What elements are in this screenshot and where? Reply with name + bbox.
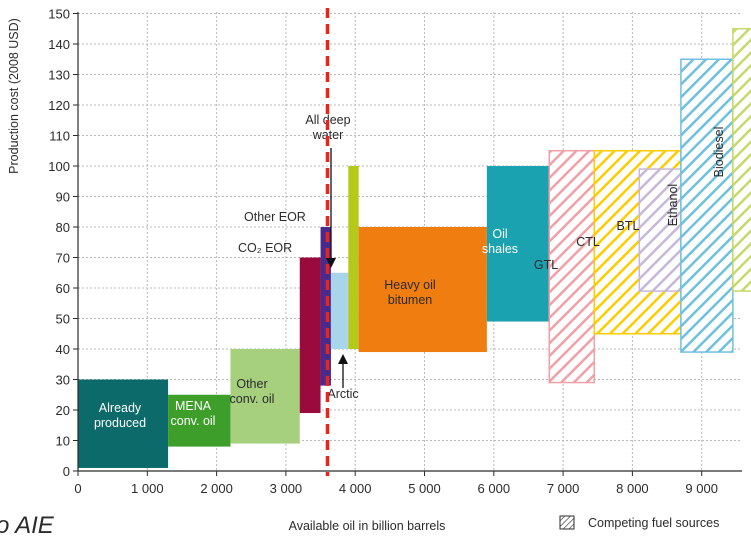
bar-btl <box>638 168 682 292</box>
label-mena: conv. oil <box>171 414 216 428</box>
y-tick-label: 130 <box>48 68 70 83</box>
label-already: Already <box>99 401 142 415</box>
y-tick-label: 50 <box>56 312 70 327</box>
label-heavy-oil: bitumen <box>388 293 433 307</box>
label-already: produced <box>94 416 146 430</box>
arctic-arrowhead <box>338 354 348 364</box>
label-arctic: Arctic <box>327 387 358 401</box>
label-other-eor: Other EOR <box>244 210 306 224</box>
label-btl: BTL <box>617 219 640 233</box>
x-tick-label: 2 000 <box>200 481 233 496</box>
axes: 0 10 20 30 40 50 60 70 80 90 100 110 120 130 140 150 0 1 … <box>48 7 742 496</box>
y-tick-label: 120 <box>48 98 70 113</box>
x-axis-title: Available oil in billion barrels <box>289 519 446 533</box>
deep-water-arrowhead <box>326 258 336 268</box>
x-tick-label: 4 000 <box>339 481 372 496</box>
y-tick-label: 60 <box>56 281 70 296</box>
label-other-conv: conv. oil <box>230 392 275 406</box>
legend-label: Competing fuel sources <box>588 516 719 530</box>
legend: Competing fuel sources <box>559 515 719 530</box>
label-oil-shales: Oil <box>492 227 507 241</box>
bar-ethanol <box>680 58 734 353</box>
x-tick-label: 6 000 <box>478 481 511 496</box>
x-tick-label: 3 000 <box>270 481 303 496</box>
label-heavy-oil: Heavy oil <box>384 278 435 292</box>
x-tick-label: 5 000 <box>408 481 441 496</box>
bar-other-eor <box>320 227 331 386</box>
x-tick-label: 9 000 <box>685 481 718 496</box>
label-biodiesel: Biodiesel <box>712 127 726 178</box>
y-tick-label: 90 <box>56 190 70 205</box>
label-co2-eor: CO₂ EOR <box>238 241 292 255</box>
corner-text: o AIE <box>0 512 55 536</box>
x-tick-label: 1 000 <box>131 481 164 496</box>
y-tick-label: 20 <box>56 403 70 418</box>
bar-oil-shales <box>486 166 550 322</box>
y-tick-label: 140 <box>48 37 70 52</box>
y-tick-label: 30 <box>56 373 70 388</box>
label-ctl: CTL <box>576 235 600 249</box>
bar-arctic <box>348 166 359 349</box>
label-ethanol: Ethanol <box>666 184 680 226</box>
y-tick-label: 0 <box>63 464 70 479</box>
y-tick-label: 110 <box>49 129 70 144</box>
x-tick-label: 7 000 <box>547 481 580 496</box>
y-axis-title: Production cost (2008 USD) <box>7 18 21 174</box>
y-tick-label: 10 <box>56 434 70 449</box>
bar-deep-water <box>330 272 349 349</box>
bar-already <box>78 379 169 468</box>
y-tick-label: 80 <box>56 220 70 235</box>
cost-blocks <box>78 28 751 468</box>
label-oil-shales: shales <box>482 242 518 256</box>
y-tick-label: 40 <box>56 342 70 357</box>
bar-biodiesel <box>732 28 751 292</box>
bar-mena <box>168 394 231 447</box>
bar-co2-eor <box>299 257 321 414</box>
bar-gtl <box>548 150 596 384</box>
x-tick-label: 8 000 <box>616 481 649 496</box>
label-deep-water: water <box>312 128 344 142</box>
y-tick-label: 70 <box>56 251 70 266</box>
x-tick-label: 0 <box>74 481 81 496</box>
label-other-conv: Other <box>236 377 267 391</box>
bar-heavy-oil <box>358 227 487 353</box>
label-mena: MENA <box>175 399 212 413</box>
y-tick-label: 150 <box>48 7 70 22</box>
y-tick-label: 100 <box>48 159 70 174</box>
legend-hatch-swatch <box>559 515 575 530</box>
label-gtl: GTL <box>534 258 558 272</box>
bar-other-conv <box>230 349 300 444</box>
